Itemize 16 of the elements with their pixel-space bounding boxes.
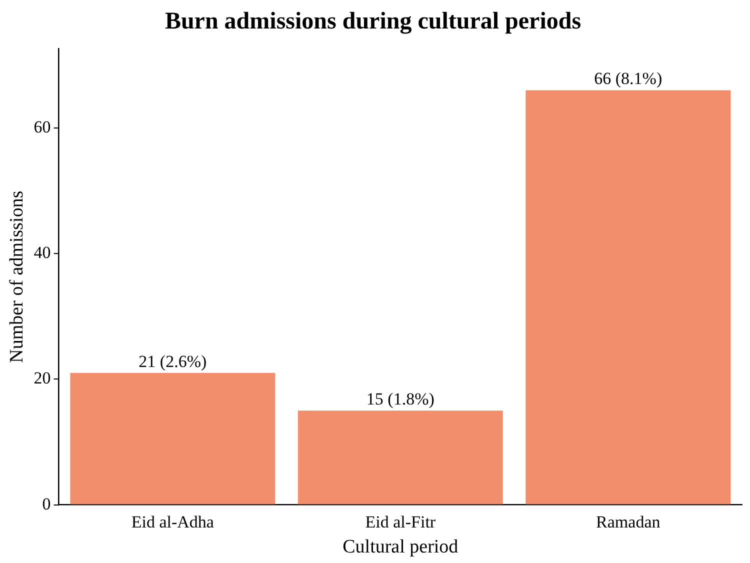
y-tick-label: 20	[34, 368, 51, 388]
x-tick-label: Ramadan	[596, 512, 661, 532]
x-tick-label: Eid al-Fitr	[365, 512, 436, 532]
bar	[70, 372, 276, 504]
bar	[298, 410, 503, 504]
data-label: 15 (1.8%)	[366, 390, 434, 409]
bar	[526, 90, 731, 504]
y-tick-label: 40	[34, 243, 51, 262]
data-label: 66 (8.1%)	[594, 69, 662, 88]
chart-title: Burn admissions during cultural periods	[164, 8, 582, 35]
x-tick-label: Eid al-Adha	[131, 512, 214, 532]
x-axis-title: Cultural period	[342, 536, 459, 558]
y-tick-label: 60	[34, 117, 51, 136]
y-axis-title: Number of admissions	[6, 190, 28, 363]
y-tick-label: 0	[42, 494, 51, 514]
data-label: 21 (2.6%)	[138, 352, 207, 371]
